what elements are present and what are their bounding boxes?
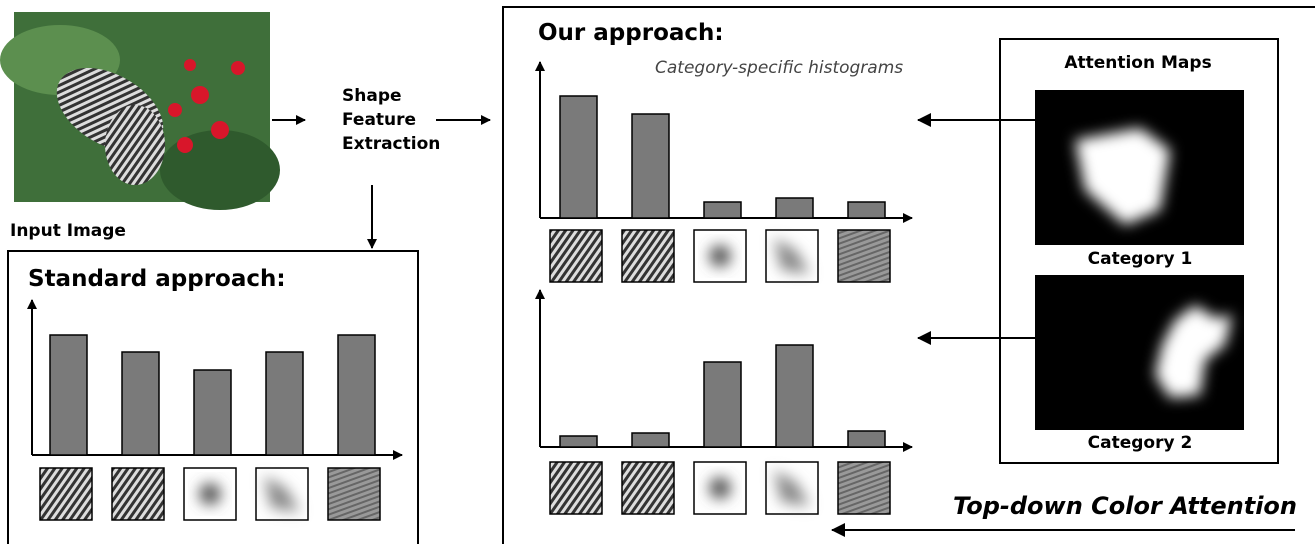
extraction-label: Extraction <box>342 134 440 154</box>
bar <box>847 430 886 448</box>
thumbnail-shape <box>199 483 221 505</box>
bar <box>49 334 88 456</box>
thumbnail <box>621 461 675 515</box>
thumbnail-shape <box>774 238 810 274</box>
thumbnail <box>327 467 381 521</box>
thumbnail <box>837 461 891 515</box>
thumbnail <box>111 467 165 521</box>
input-label: Input Image <box>10 221 126 241</box>
ours-box <box>502 6 1315 544</box>
bar <box>775 344 814 448</box>
thumbnail <box>837 229 891 283</box>
thumbnail <box>549 461 603 515</box>
bar <box>703 361 742 448</box>
bar <box>559 435 598 448</box>
bar <box>703 201 742 219</box>
bar <box>631 432 670 448</box>
bar <box>631 113 670 219</box>
ours-subtitle: Category-specific histograms <box>655 58 903 78</box>
thumbnail-shape <box>264 476 300 512</box>
thumbnail <box>39 467 93 521</box>
attention-caption: Top-down Color Attention <box>953 492 1297 520</box>
bar <box>847 201 886 219</box>
extraction-label: Shape <box>342 86 402 106</box>
thumbnail <box>549 229 603 283</box>
bar <box>775 197 814 219</box>
thumbnail-shape <box>709 245 731 267</box>
attention-blob <box>1155 305 1232 398</box>
attention-title: Attention Maps <box>1064 53 1211 73</box>
bar <box>121 351 160 456</box>
bar <box>337 334 376 456</box>
bar <box>265 351 304 456</box>
attention-box <box>999 38 1279 464</box>
map-label: Category 1 <box>1088 249 1193 269</box>
standard-title: Standard approach: <box>28 266 286 292</box>
map-label: Category 2 <box>1088 433 1193 453</box>
bar <box>559 95 598 219</box>
thumbnail <box>621 229 675 283</box>
standard-box <box>7 250 419 544</box>
extraction-label: Feature <box>342 110 416 130</box>
attention-blob <box>1075 128 1170 225</box>
input-image <box>0 12 280 210</box>
thumbnail-shape <box>774 470 810 506</box>
thumbnail-shape <box>709 477 731 499</box>
ours-title: Our approach: <box>538 20 724 46</box>
bar <box>193 369 232 456</box>
